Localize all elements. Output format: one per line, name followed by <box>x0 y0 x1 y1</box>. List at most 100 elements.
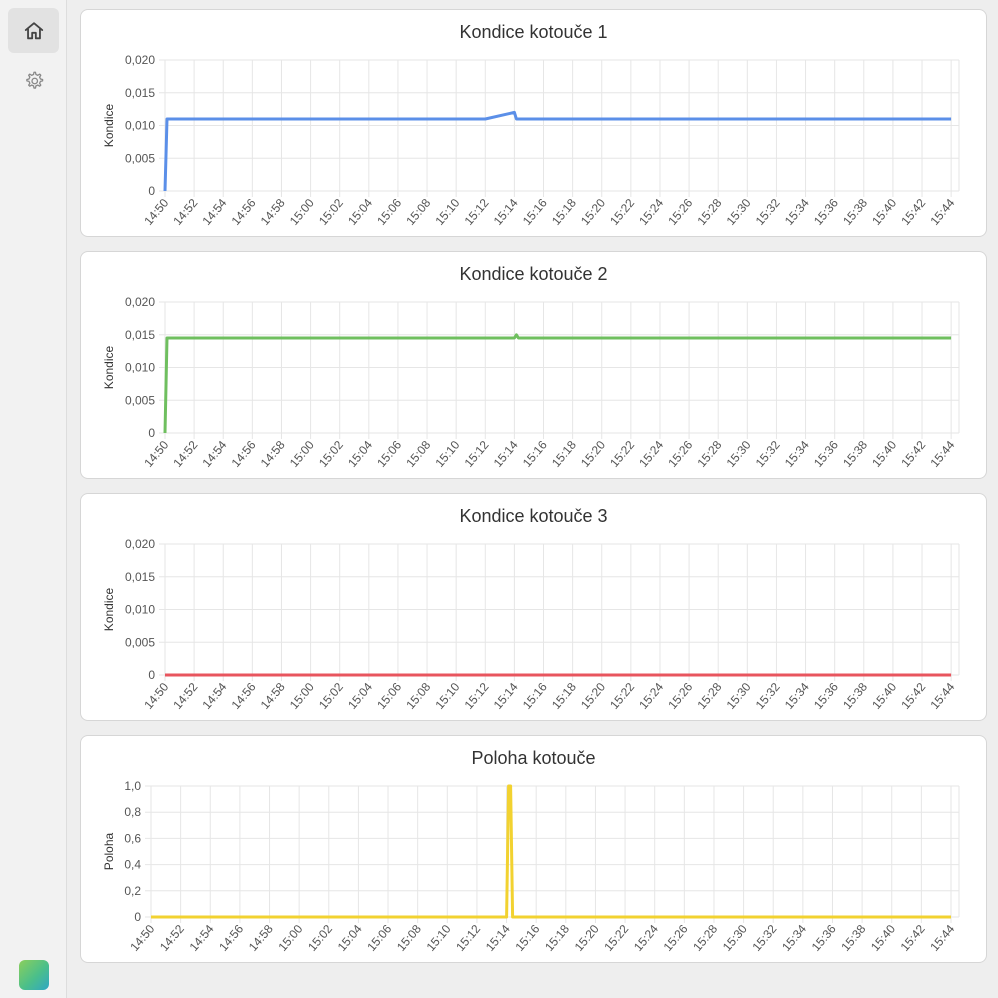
x-tick-label: 15:34 <box>782 438 812 470</box>
x-tick-label: 15:06 <box>374 438 404 470</box>
x-tick-label: 15:42 <box>898 922 928 954</box>
y-tick-label: 0,020 <box>125 537 155 551</box>
x-tick-label: 15:44 <box>927 438 957 470</box>
x-tick-label: 15:42 <box>898 680 928 712</box>
x-tick-label: 15:24 <box>636 196 666 228</box>
x-tick-label: 15:36 <box>811 438 841 470</box>
x-tick-label: 15:02 <box>305 922 335 954</box>
x-tick-label: 15:34 <box>782 196 812 228</box>
nav-home-button[interactable] <box>8 8 59 53</box>
chart-card-disc-1: Kondice kotouče 1 0,020 0,015 0,010 0,005 0 1… <box>80 9 987 237</box>
x-tick-label: 15:18 <box>549 680 579 712</box>
x-tick-label: 15:40 <box>869 680 899 712</box>
x-tick-label: 14:52 <box>157 922 187 954</box>
x-tick-label: 15:34 <box>779 922 809 954</box>
x-tick-label: 15:36 <box>809 922 839 954</box>
x-tick-label: 15:14 <box>491 196 521 228</box>
y-tick-label: 0,005 <box>125 635 155 649</box>
x-tick-label: 15:16 <box>512 922 542 954</box>
x-tick-label: 15:40 <box>869 438 899 470</box>
x-tick-label: 15:00 <box>287 438 317 470</box>
series-line <box>163 110 952 192</box>
x-tick-label: 15:08 <box>403 196 433 228</box>
x-tick-label: 15:34 <box>782 680 812 712</box>
x-tick-label: 15:08 <box>403 680 433 712</box>
app-logo <box>19 960 49 990</box>
y-tick-label: 0,005 <box>125 393 155 407</box>
y-axis-label: Kondice <box>102 587 116 631</box>
y-tick-label: 0 <box>134 910 141 924</box>
y-tick-label: 0,4 <box>124 858 141 872</box>
x-tick-label: 14:58 <box>246 922 276 954</box>
x-tick-label: 15:22 <box>607 196 637 228</box>
x-tick-label: 15:22 <box>601 922 631 954</box>
x-tick-label: 15:24 <box>636 680 666 712</box>
x-tick-label: 15:38 <box>840 680 870 712</box>
y-tick-label: 0 <box>148 668 155 682</box>
y-tick-label: 0,015 <box>125 86 155 100</box>
x-tick-label: 15:28 <box>694 680 724 712</box>
x-tick-label: 15:38 <box>840 438 870 470</box>
x-tick-label: 15:18 <box>549 196 579 228</box>
x-tick-label: 15:04 <box>345 438 375 470</box>
x-tick-label: 15:30 <box>724 438 754 470</box>
x-tick-label: 15:04 <box>345 680 375 712</box>
x-tick-label: 15:28 <box>694 196 724 228</box>
chart-title: Kondice kotouče 1 <box>459 22 608 42</box>
x-tick-label: 14:54 <box>200 196 230 228</box>
x-tick-label: 15:02 <box>316 680 346 712</box>
x-tick-label: 15:20 <box>572 922 602 954</box>
x-tick-label: 15:40 <box>868 922 898 954</box>
x-tick-label: 15:30 <box>724 680 754 712</box>
x-tick-label: 15:28 <box>694 438 724 470</box>
x-tick-label: 15:44 <box>927 196 957 228</box>
x-tick-label: 15:38 <box>840 196 870 228</box>
x-tick-label: 15:16 <box>520 438 550 470</box>
x-tick-label: 15:36 <box>811 196 841 228</box>
x-tick-label: 15:12 <box>453 922 483 954</box>
y-tick-label: 0 <box>148 184 155 198</box>
x-tick-label: 15:14 <box>491 438 521 470</box>
x-tick-label: 15:06 <box>374 680 404 712</box>
x-tick-label: 15:04 <box>335 922 365 954</box>
nav-settings-button[interactable] <box>8 58 59 103</box>
x-tick-label: 14:50 <box>141 196 171 228</box>
x-tick-label: 14:52 <box>170 196 200 228</box>
chart-card-disc-2: Kondice kotouče 2 0,020 0,015 0,010 0,005 0 1… <box>80 251 987 479</box>
x-tick-label: 14:56 <box>229 196 259 228</box>
x-tick-label: 14:50 <box>141 680 171 712</box>
x-tick-label: 15:24 <box>631 922 661 954</box>
x-tick-label: 15:32 <box>753 438 783 470</box>
x-tick-label: 15:10 <box>432 680 462 712</box>
x-tick-label: 15:30 <box>720 922 750 954</box>
x-tick-label: 14:58 <box>258 196 288 228</box>
y-tick-label: 0,015 <box>125 570 155 584</box>
x-tick-label: 15:18 <box>549 438 579 470</box>
x-tick-label: 15:28 <box>690 922 720 954</box>
chart-title: Poloha kotouče <box>471 748 596 768</box>
x-tick-label: 15:32 <box>753 680 783 712</box>
x-tick-label: 14:58 <box>258 680 288 712</box>
x-tick-label: 14:54 <box>200 438 230 470</box>
y-axis-label: Kondice <box>102 103 116 147</box>
x-tick-label: 14:54 <box>187 922 217 954</box>
x-tick-label: 15:20 <box>578 680 608 712</box>
y-tick-label: 0,015 <box>125 328 155 342</box>
x-tick-label: 15:26 <box>665 680 695 712</box>
x-tick-label: 14:52 <box>170 680 200 712</box>
x-tick-label: 15:00 <box>287 680 317 712</box>
x-tick-label: 15:40 <box>869 196 899 228</box>
x-tick-label: 15:20 <box>578 196 608 228</box>
x-tick-label: 15:14 <box>491 680 521 712</box>
x-tick-label: 15:16 <box>520 196 550 228</box>
x-tick-label: 15:26 <box>661 922 691 954</box>
x-tick-label: 15:30 <box>724 196 754 228</box>
x-tick-label: 15:04 <box>345 196 375 228</box>
x-tick-label: 15:06 <box>364 922 394 954</box>
y-tick-label: 0,2 <box>124 884 141 898</box>
y-axis-label: Poloha <box>102 832 116 870</box>
x-tick-label: 15:08 <box>394 922 424 954</box>
x-tick-label: 15:38 <box>838 922 868 954</box>
